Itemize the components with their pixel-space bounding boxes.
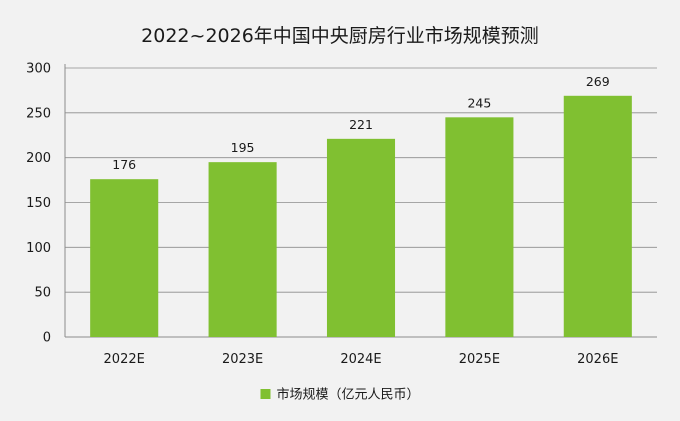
y-tick-label: 50 (34, 286, 51, 301)
x-tick-label: 2025E (459, 352, 500, 367)
bar (445, 117, 514, 337)
y-tick-label: 200 (26, 151, 51, 166)
data-labels: 176 195 221 245 269 (112, 74, 610, 172)
legend-label: 市场规模（亿元人民币） (276, 387, 419, 403)
legend-swatch (260, 389, 271, 399)
x-tick-label: 2024E (340, 352, 381, 367)
data-label: 195 (231, 140, 255, 155)
data-label: 221 (349, 117, 373, 132)
bar (326, 138, 396, 337)
x-tick-label: 2022E (104, 352, 145, 367)
x-tick-label: 2026E (577, 352, 618, 367)
y-tick-label: 150 (26, 196, 51, 211)
chart-title: 2022~2026年中国中央厨房行业市场规模预测 (141, 25, 539, 47)
bar (563, 95, 632, 338)
bar (208, 162, 277, 337)
data-label: 245 (467, 95, 491, 110)
legend: 市场规模（亿元人民币） (260, 387, 420, 403)
y-tick-label: 100 (26, 241, 51, 256)
bar (90, 179, 159, 337)
y-tick-label: 250 (26, 106, 51, 121)
data-label: 269 (586, 74, 610, 89)
y-tick-label: 0 (43, 331, 51, 346)
data-label: 176 (112, 157, 136, 172)
x-tick-label: 2023E (222, 352, 263, 367)
axes: 0 50 100 150 200 250 300 2022E 2023E 2024E 2025E 20… (26, 62, 657, 367)
y-tick-label: 300 (26, 62, 51, 77)
bars (90, 95, 632, 338)
